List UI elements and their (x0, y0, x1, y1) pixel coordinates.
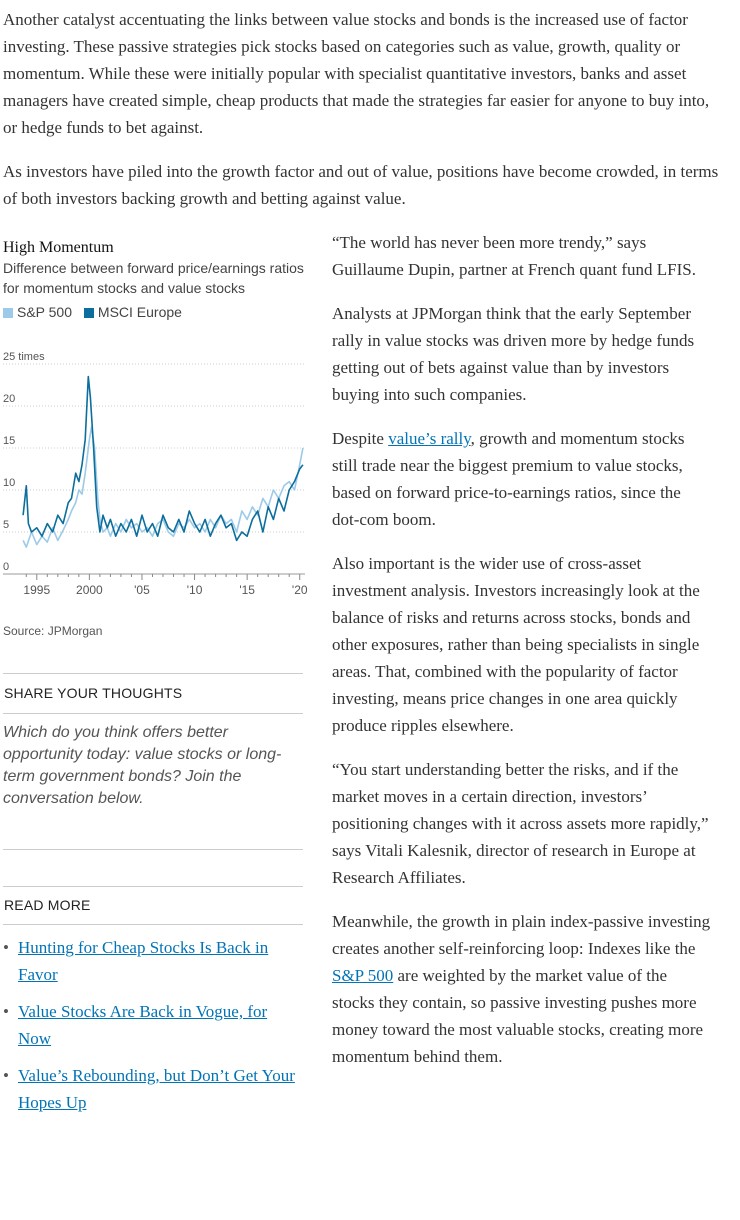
legend-swatch-msci-europe (83, 308, 94, 318)
divider (3, 849, 303, 850)
article-paragraph: Analysts at JPMorgan think that the earl… (332, 304, 695, 404)
bullet: • (3, 1066, 9, 1085)
read-more-list: • Hunting for Cheap Stocks Is Back in Fav… (3, 934, 303, 1126)
x-tick-label: '05 (134, 583, 150, 597)
divider (3, 886, 303, 887)
article-paragraph: Despite value’s rally, growth and moment… (332, 425, 712, 533)
y-tick-label: 10 (3, 477, 15, 489)
line-chart: 0 5 10 15 20 25 times 1995 2000 '05 '10 '15 '20 (3, 351, 308, 597)
chart-title: High Momentum (3, 239, 114, 256)
read-more-link[interactable]: Value’s Rebounding, but Don’t Get Your H… (18, 1066, 295, 1112)
list-item: • Value Stocks Are Back in Vogue, for Now (3, 998, 303, 1052)
y-tick-label: 0 (3, 561, 9, 573)
x-tick-label: '10 (187, 583, 203, 597)
y-tick-label: 15 (3, 435, 15, 447)
read-more-link[interactable]: Value Stocks Are Back in Vogue, for Now (18, 1002, 268, 1048)
chart-source: Source: JPMorgan (3, 624, 103, 638)
share-thoughts-heading: SHARE YOUR THOUGHTS (4, 685, 183, 701)
article-paragraph: Another catalyst accentuating the links … (3, 10, 710, 137)
y-tick-label: 25 times (3, 351, 45, 363)
legend-item-sp500: S&P 500 (3, 304, 76, 320)
article-paragraph: “You start understanding better the risk… (332, 760, 709, 887)
article-paragraph: Also important is the wider use of cross… (332, 554, 700, 735)
legend-label: MSCI Europe (97, 304, 182, 320)
text-run: are weighted by the market value of the … (332, 966, 704, 1066)
share-thoughts-text: Which do you think offers better opportu… (3, 724, 282, 807)
text-run: , growth and momentum stocks still trade… (332, 429, 685, 529)
list-item: • Hunting for Cheap Stocks Is Back in Fav… (3, 934, 303, 988)
read-more-heading: READ MORE (4, 897, 91, 913)
y-tick-label: 20 (3, 393, 15, 405)
divider (3, 924, 303, 925)
text-run: Despite (332, 429, 389, 448)
series-line-s-p-500 (22, 426, 304, 548)
bullet: • (3, 938, 9, 957)
article-paragraph: As investors have piled into the growth … (3, 162, 719, 208)
sp500-link[interactable]: S&P 500 (332, 966, 394, 985)
chart-figure: High Momentum Difference between forward… (3, 238, 308, 638)
y-tick-label: 5 (3, 519, 9, 531)
x-tick-label: '15 (239, 583, 255, 597)
legend-swatch-sp500 (3, 308, 13, 318)
text-run: Meanwhile, the growth in plain index-pas… (332, 912, 711, 958)
chart-legend: S&P 500 MSCI Europe (3, 302, 308, 322)
chart-subtitle: Difference between forward price/earning… (3, 260, 304, 296)
article-paragraph: Meanwhile, the growth in plain index-pas… (332, 908, 712, 1070)
bullet: • (3, 1002, 9, 1021)
article-body-column: “The world has never been more trendy,” … (332, 229, 712, 1087)
x-tick-label: 2000 (76, 583, 103, 597)
x-tick-label: '20 (292, 583, 308, 597)
list-item: • Value’s Rebounding, but Don’t Get Your … (3, 1062, 303, 1116)
legend-item-msci-europe: MSCI Europe (83, 304, 182, 320)
x-tick-label: 1995 (23, 583, 50, 597)
legend-label: S&P 500 (17, 304, 73, 320)
series-line-msci-europe (22, 375, 304, 542)
divider (3, 713, 303, 714)
read-more-link[interactable]: Hunting for Cheap Stocks Is Back in Favo… (18, 938, 269, 984)
article-paragraph: “The world has never been more trendy,” … (332, 233, 697, 279)
divider (3, 673, 303, 674)
values-rally-link[interactable]: value’s rally (388, 429, 471, 448)
